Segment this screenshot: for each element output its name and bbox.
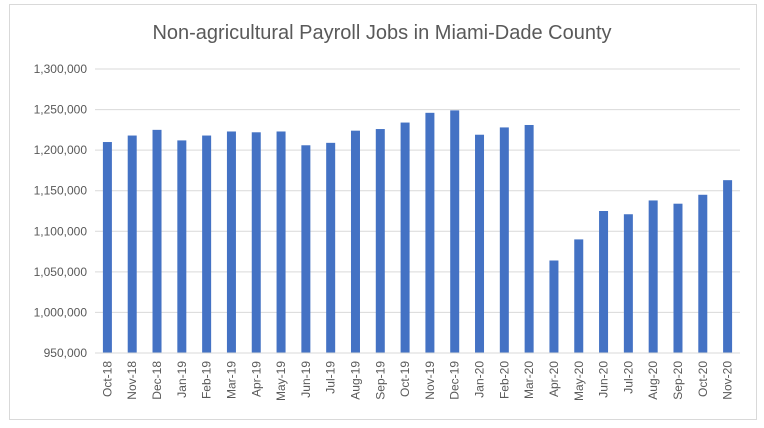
x-tick-label: Jul-19 (324, 361, 338, 394)
y-tick-label: 1,200,000 (34, 143, 88, 157)
x-tick-label: Oct-19 (398, 361, 412, 397)
x-tick-label: May-20 (572, 361, 586, 401)
bar (425, 112, 435, 354)
x-tick-label: Jul-20 (621, 361, 635, 394)
x-tick-label: Mar-20 (522, 361, 536, 399)
x-tick-label: May-19 (274, 361, 288, 401)
bar (127, 135, 137, 353)
bar (177, 140, 187, 353)
x-tick-label: Dec-18 (150, 361, 164, 400)
bar (350, 130, 360, 353)
bar (375, 129, 385, 353)
x-tick-label: Aug-19 (348, 361, 362, 400)
x-tick-label: Jun-20 (597, 361, 611, 398)
bar (723, 180, 733, 353)
x-tick-label: Dec-19 (448, 361, 462, 400)
bar (599, 211, 609, 353)
bar (549, 260, 559, 353)
bar (648, 200, 658, 353)
bar (202, 135, 212, 353)
y-tick-label: 1,150,000 (34, 184, 88, 198)
x-tick-label: Sep-20 (671, 361, 685, 400)
bar (499, 127, 509, 354)
bar (623, 214, 633, 353)
bar (301, 145, 311, 353)
x-tick-label: Feb-19 (200, 361, 214, 399)
bar (450, 110, 460, 353)
bar (226, 131, 236, 353)
bar (152, 129, 162, 353)
bar (475, 134, 485, 353)
y-tick-label: 1,050,000 (34, 265, 88, 279)
y-tick-label: 1,250,000 (34, 103, 88, 117)
bar (276, 131, 286, 353)
bar (698, 194, 708, 353)
x-tick-label: Oct-18 (100, 361, 114, 397)
x-tick-label: Jan-20 (473, 361, 487, 398)
bar (673, 203, 683, 353)
x-tick-label: Nov-18 (125, 361, 139, 400)
bar (400, 122, 410, 353)
y-tick-label: 1,100,000 (34, 224, 88, 238)
chart-title: Non-agricultural Payroll Jobs in Miami-D… (152, 22, 612, 44)
bar (524, 124, 534, 353)
bar (251, 132, 261, 353)
x-tick-label: Apr-19 (249, 361, 263, 397)
y-tick-label: 950,000 (44, 346, 88, 360)
x-tick-label: Nov-20 (721, 361, 735, 400)
bar (574, 239, 584, 353)
x-tick-label: Sep-19 (373, 361, 387, 400)
x-tick-label: Jan-19 (175, 361, 189, 398)
y-tick-label: 1,000,000 (34, 305, 88, 319)
x-tick-label: Feb-20 (497, 361, 511, 399)
y-tick-label: 1,300,000 (34, 62, 88, 76)
x-tick-label: Jun-19 (299, 361, 313, 398)
x-tick-label: Oct-20 (696, 361, 710, 397)
bar (326, 142, 336, 353)
x-tick-label: Apr-20 (547, 361, 561, 397)
x-tick-label: Mar-19 (224, 361, 238, 399)
x-tick-label: Aug-20 (646, 361, 660, 400)
bar (102, 142, 112, 353)
x-tick-label: Nov-19 (423, 361, 437, 400)
